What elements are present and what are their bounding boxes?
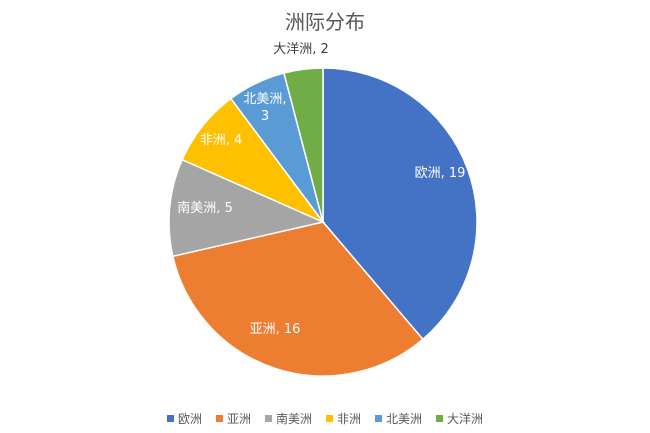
legend-label: 欧洲 — [177, 412, 202, 426]
chart-title: 洲际分布 — [285, 10, 365, 34]
legend-label: 南美洲 — [275, 412, 312, 426]
legend-label: 非洲 — [337, 412, 362, 426]
legend-label: 大洋洲 — [447, 412, 484, 426]
chart-legend: 欧洲 亚洲 南美洲 非洲 北美洲 大洋洲 — [0, 410, 650, 427]
legend-swatch — [326, 415, 333, 422]
pie-slice-0 — [322, 67, 478, 341]
legend-label: 北美洲 — [386, 412, 423, 426]
legend-item-0: 欧洲 — [166, 410, 202, 427]
legend-item-3: 非洲 — [326, 410, 361, 427]
legend-item-1: 亚洲 — [215, 410, 251, 427]
pie-slice-2 — [168, 158, 326, 258]
legend-swatch — [375, 415, 383, 422]
legend-swatch — [436, 415, 444, 422]
data-label-2: 南美洲, 5 — [177, 200, 233, 216]
data-label-1: 亚洲, 16 — [250, 322, 301, 337]
legend-label: 亚洲 — [226, 412, 251, 426]
legend-item-4: 北美洲 — [375, 410, 422, 427]
data-label-3: 非洲, 4 — [200, 133, 243, 148]
data-label-0: 欧洲, 19 — [415, 166, 466, 181]
legend-swatch — [166, 415, 174, 422]
legend-swatch — [215, 415, 223, 422]
legend-item-5: 大洋洲 — [436, 410, 483, 427]
data-label-4: 北美洲, 3 — [243, 92, 286, 124]
data-label-5: 大洋洲, 2 — [273, 42, 329, 57]
pie-slice-1 — [171, 221, 424, 377]
legend-swatch — [264, 415, 272, 422]
pie-slice-5 — [283, 67, 324, 223]
legend-item-2: 南美洲 — [264, 410, 312, 427]
